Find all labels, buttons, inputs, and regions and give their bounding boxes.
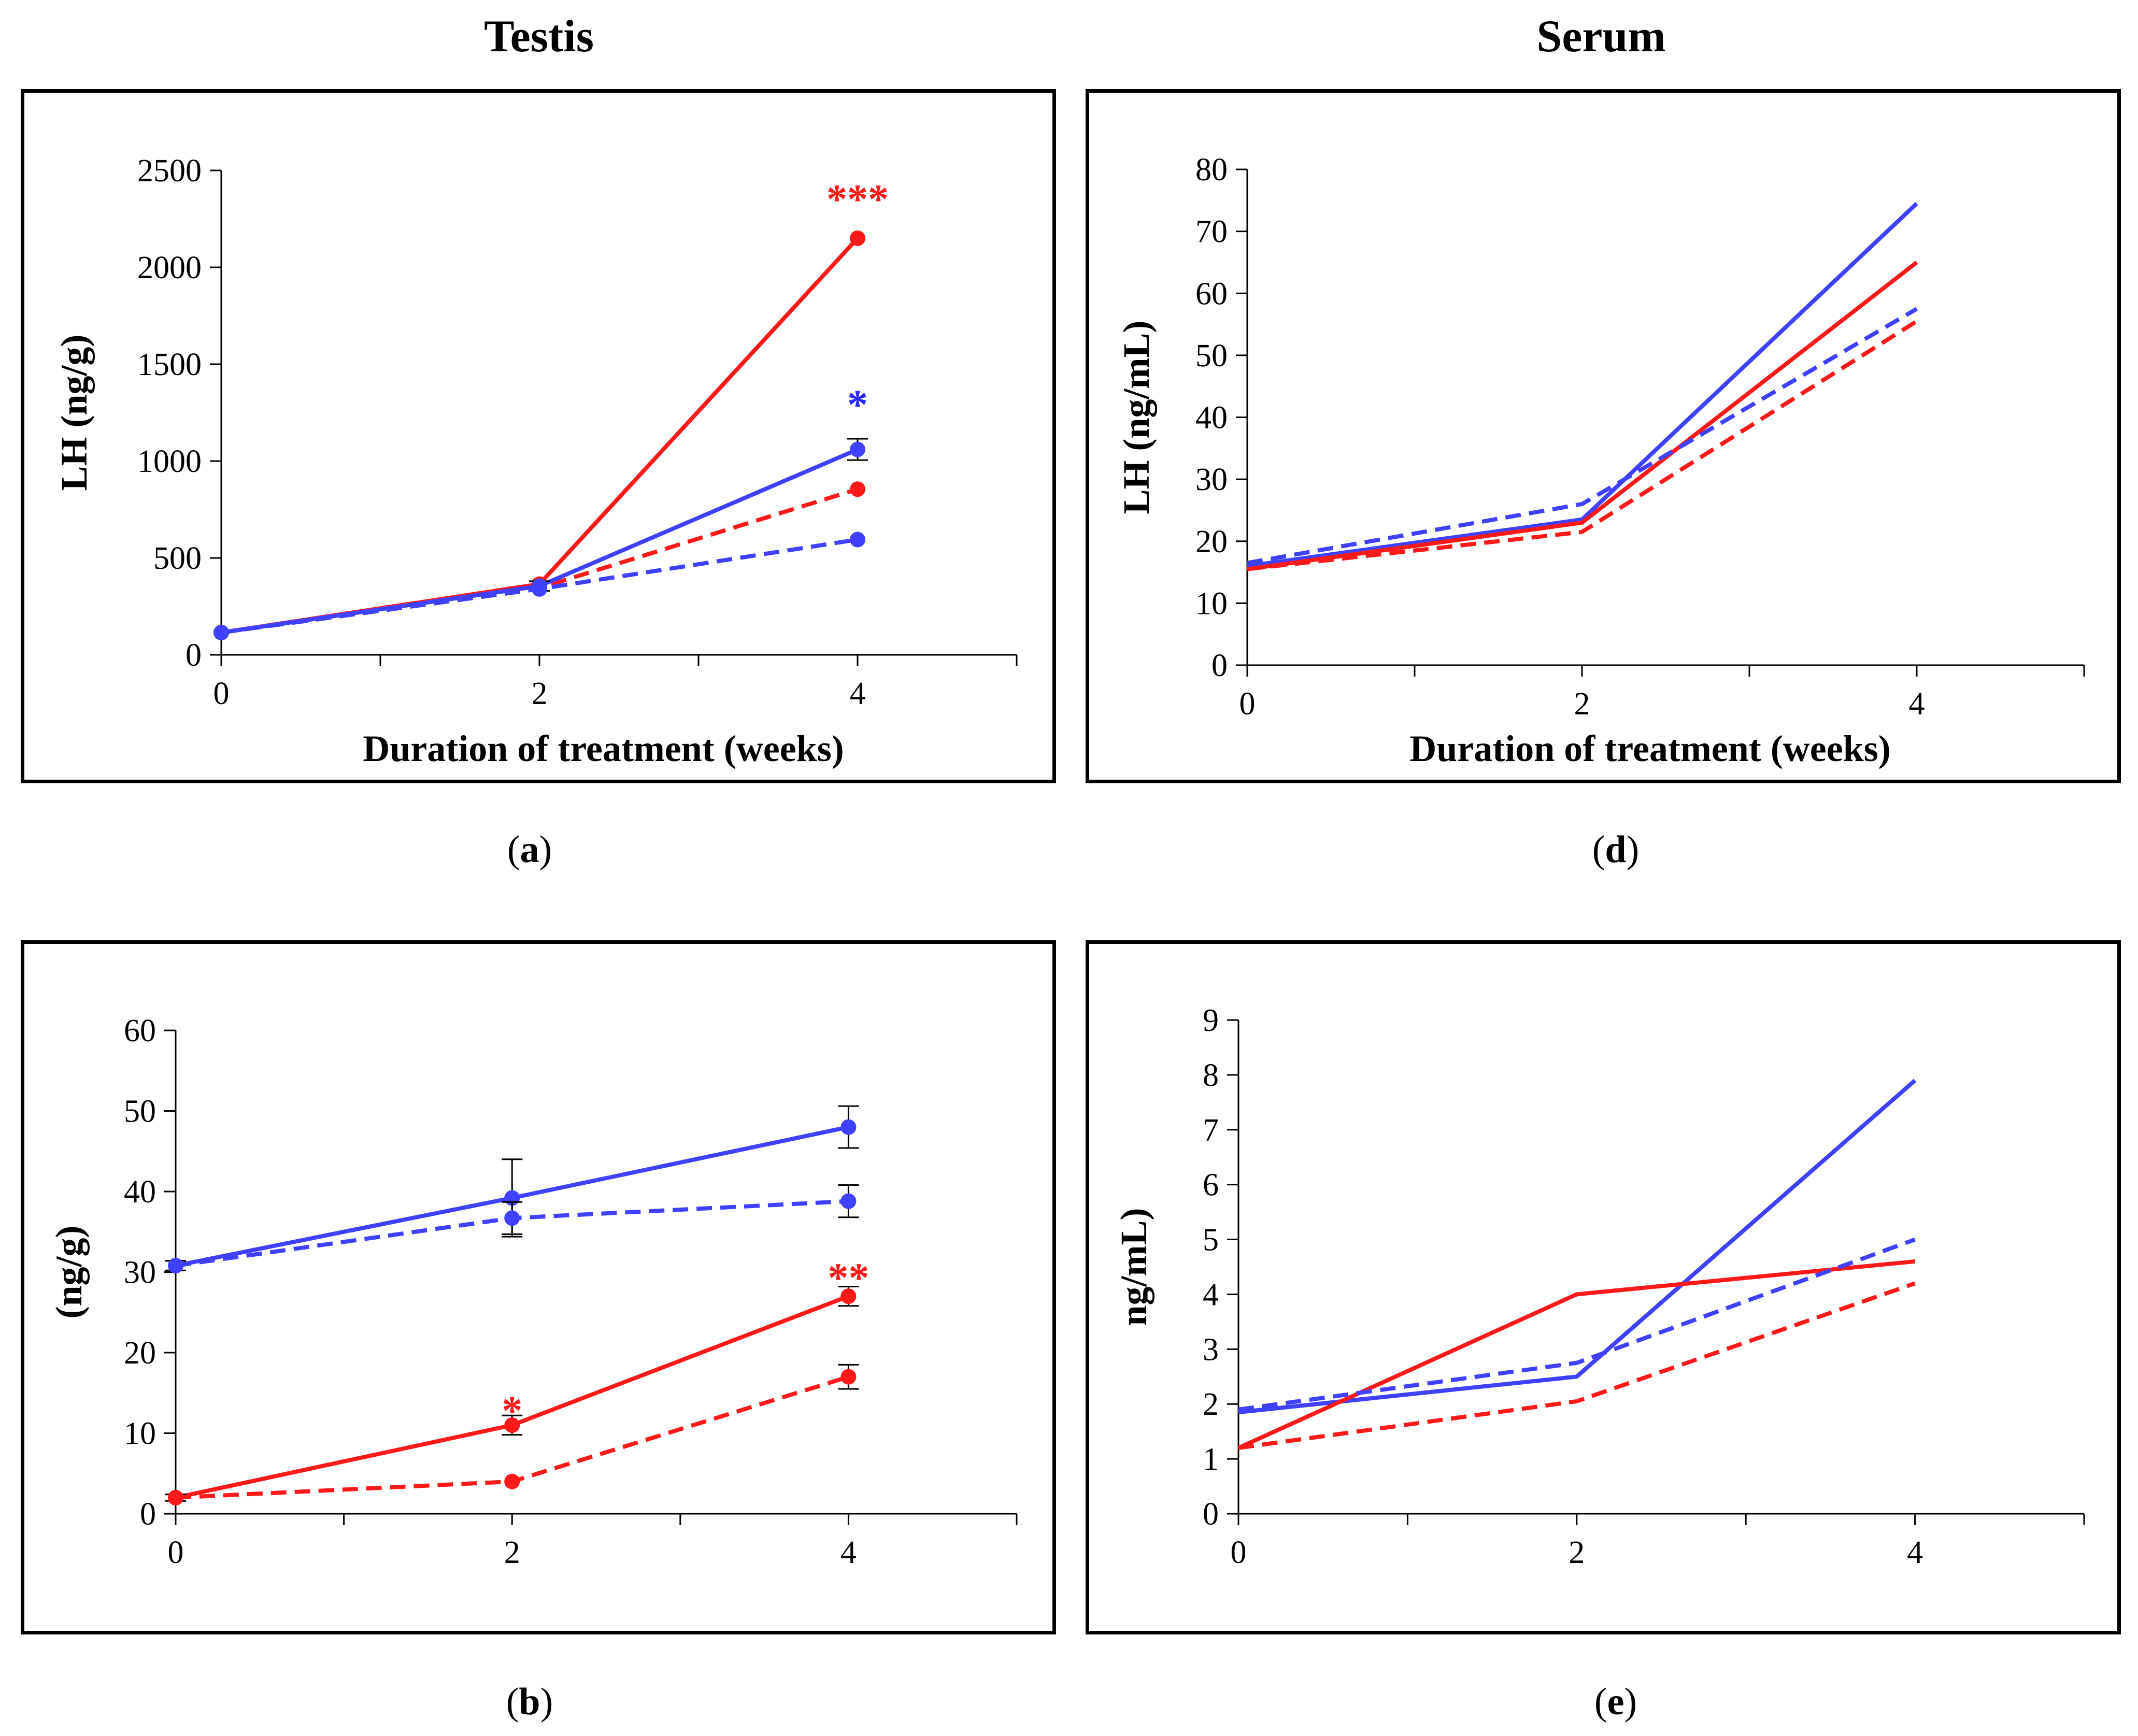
y-tick-label: 5: [1203, 1223, 1219, 1258]
series-line-blue-dashed: [1238, 1237, 1916, 1412]
column-title-serum: Serum: [1536, 11, 1666, 62]
x-tick-label: 2: [1569, 1535, 1585, 1570]
x-tick-label: 4: [1909, 686, 1925, 722]
x-tick-label: 0: [1239, 686, 1256, 722]
x-axis-title: Duration of treatment (weeks): [363, 728, 844, 769]
series-line-blue-solid: [1247, 202, 1918, 568]
y-tick-label: 10: [1195, 586, 1228, 621]
series-line-red-dashed: [221, 487, 859, 635]
x-tick-label: 0: [1231, 1535, 1247, 1570]
y-axis-title: LH (ng/g): [53, 334, 95, 491]
y-tick-label: 1: [1203, 1442, 1219, 1477]
y-tick-label: 20: [1195, 524, 1228, 559]
data-point: [504, 1210, 520, 1226]
column-title-testis: Testis: [484, 11, 594, 62]
y-tick-label: 2000: [137, 250, 202, 285]
y-tick-label: 50: [124, 1094, 156, 1129]
y-tick-label: 40: [1195, 400, 1228, 436]
y-tick-label: 0: [1203, 1497, 1219, 1532]
x-tick-label: 0: [213, 676, 230, 711]
data-point: [168, 1489, 183, 1505]
series-line-red-solid: [1237, 1259, 1915, 1450]
x-tick-label: 4: [840, 1535, 857, 1570]
x-tick-label: 2: [1574, 686, 1590, 722]
data-point: [850, 441, 865, 457]
caption-b: (b): [506, 1681, 553, 1723]
y-tick-label: 20: [124, 1336, 156, 1371]
y-tick-label: 40: [124, 1174, 156, 1210]
series-line-blue-dashed: [1247, 307, 1918, 565]
x-tick-label: 4: [850, 676, 866, 711]
y-tick-label: 2500: [137, 153, 202, 189]
series-line-red-solid: [221, 237, 859, 635]
series-line-blue-solid: [221, 447, 859, 635]
y-tick-label: 6: [1203, 1168, 1219, 1203]
x-tick-label: 2: [504, 1535, 520, 1570]
chart-panel-b: 0 10 20 30 40 50 60 0 2 4 (ng/g) ** *: [21, 940, 1056, 1634]
data-point: [532, 581, 547, 597]
significance-marker: **: [828, 1255, 869, 1301]
y-tick-label: 0: [1211, 648, 1228, 683]
data-point: [840, 1288, 857, 1304]
significance-marker: ***: [826, 177, 889, 222]
data-point: [840, 1369, 857, 1385]
y-tick-label: 60: [1195, 276, 1228, 311]
y-tick-label: 50: [1195, 338, 1228, 374]
chart-panel-a: 0 500 1000 1500 2000 2500 0 2 4 Duration of treat…: [21, 89, 1056, 783]
x-axis-title: Duration of treatment (weeks): [1409, 728, 1890, 769]
chart-e: 0 1 2 3 4 5 6 7 8 9 0 2 4 ng/mL): [1113, 1003, 2085, 1570]
y-axis-title: ng/mL): [1113, 1208, 1154, 1326]
chart-panel-e: 0 1 2 3 4 5 6 7 8 9 0 2 4 ng/mL): [1086, 940, 2121, 1634]
y-tick-label: 30: [124, 1255, 156, 1290]
y-tick-label: 8: [1203, 1058, 1219, 1093]
y-tick-label: 3: [1203, 1332, 1219, 1367]
y-tick-label: 30: [1195, 462, 1228, 497]
y-tick-label: 1000: [137, 444, 202, 479]
y-tick-label: 4: [1203, 1277, 1219, 1312]
chart-d: 0 10 20 30 40 50 60 70 80 0 2 4 Duration of treatmen…: [1116, 152, 2085, 769]
data-point: [840, 1193, 857, 1209]
y-axis-title: (ng/g): [48, 1226, 90, 1319]
series-line-red-solid: [1247, 261, 1918, 571]
y-tick-label: 500: [153, 541, 202, 576]
y-tick-label: 0: [140, 1497, 156, 1532]
data-point: [850, 532, 865, 548]
series-line-red-dashed: [1247, 319, 1918, 571]
caption-a: (a): [507, 828, 552, 871]
x-tick-label: 2: [532, 676, 548, 711]
data-point: [168, 1258, 183, 1274]
y-axis-title: LH (ng/mL): [1116, 320, 1157, 514]
significance-marker: *: [502, 1388, 522, 1434]
caption-d: (d): [1592, 828, 1640, 871]
y-tick-label: 1500: [137, 347, 202, 382]
x-tick-label: 4: [1907, 1535, 1923, 1570]
chart-panel-d: 0 10 20 30 40 50 60 70 80 0 2 4 Duration of treatmen…: [1086, 89, 2121, 783]
y-tick-label: 7: [1203, 1113, 1219, 1148]
y-tick-label: 0: [186, 638, 202, 673]
x-tick-label: 0: [168, 1535, 184, 1570]
y-tick-label: 2: [1203, 1387, 1219, 1422]
data-point: [850, 230, 865, 246]
data-point: [850, 481, 865, 497]
series-line-blue-solid: [1238, 1079, 1917, 1415]
data-point: [504, 1417, 520, 1433]
data-point: [840, 1119, 857, 1135]
y-tick-label: 80: [1195, 152, 1228, 188]
data-point: [504, 1473, 520, 1489]
significance-marker: *: [847, 382, 868, 428]
y-tick-label: 70: [1195, 214, 1228, 250]
y-tick-label: 60: [124, 1013, 156, 1049]
data-point: [213, 624, 229, 640]
series-line-red-dashed: [1238, 1281, 1916, 1450]
y-tick-label: 9: [1203, 1003, 1219, 1038]
caption-e: (e): [1594, 1681, 1637, 1723]
y-tick-label: 10: [124, 1416, 156, 1452]
